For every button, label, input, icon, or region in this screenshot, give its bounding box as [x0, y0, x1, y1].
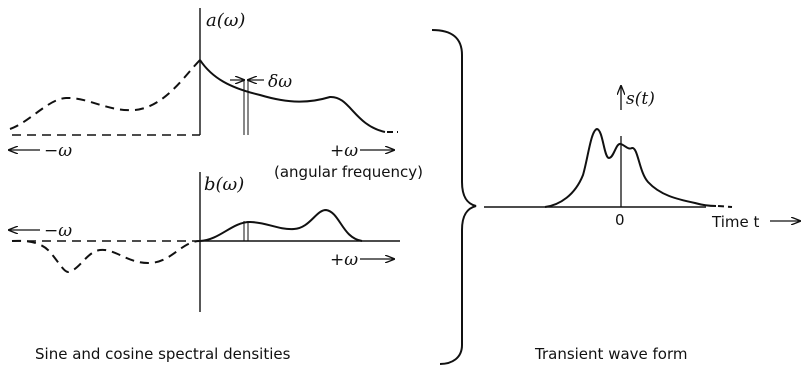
cosine-density-panel: δω a(ω) −ω +ω (angular frequency)	[9, 8, 423, 181]
transient-curve-tail	[717, 205, 733, 208]
a-pos-omega-label: +ω	[330, 141, 358, 161]
transient-panel: s(t) 0 Time t	[484, 86, 800, 231]
a-omega-label: a(ω)	[206, 10, 245, 31]
transient-curve	[544, 127, 717, 208]
a-neg-omega-label: −ω	[44, 141, 72, 161]
a-curve-positive	[199, 59, 386, 133]
b-omega-label: b(ω)	[204, 174, 244, 195]
b-pos-omega-label: +ω	[330, 250, 358, 270]
b-neg-omega-label: −ω	[44, 221, 72, 241]
a-curve-negative	[9, 59, 201, 130]
sine-density-panel: b(ω) −ω +ω	[9, 172, 400, 312]
time-t-label: Time t	[711, 213, 759, 231]
s-t-label: s(t)	[626, 89, 655, 109]
origin-label: 0	[615, 211, 625, 229]
curly-brace	[431, 29, 477, 365]
b-curve-negative	[11, 239, 201, 274]
delta-omega-label: δω	[268, 72, 292, 92]
right-caption: Transient wave form	[534, 345, 688, 363]
b-curve-positive	[199, 208, 363, 242]
left-caption: Sine and cosine spectral densities	[35, 345, 291, 363]
angular-frequency-note: (angular frequency)	[274, 163, 423, 181]
